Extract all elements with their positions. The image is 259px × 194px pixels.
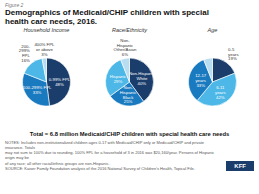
html-text:Age: Age [207, 27, 218, 34]
svg-text:Non-HispanicWhite40%: Non-HispanicWhite40% [129, 71, 156, 85]
html-text:KFF: KFF [234, 163, 246, 169]
html-text:Household Income: Household Income [23, 27, 70, 34]
svg-text:0-99% FPL48%: 0-99% FPL48% [49, 77, 71, 87]
html-text:Demographics of Medicaid/CHIP: Demographics of Medicaid/CHIP children w… [5, 8, 209, 27]
svg-text:Non-HispanicOther/Asian6%: Non-HispanicOther/Asian6% [114, 38, 137, 57]
svg-text:Non-HispanicBlack25%: Non-HispanicBlack25% [120, 85, 137, 104]
svg-text:12-17years33%: 12-17years33% [195, 73, 207, 87]
svg-text:200-299%FPL16%: 200-299%FPL16% [19, 44, 31, 63]
svg-text:400% FPLor above3%: 400% FPLor above3% [34, 42, 55, 56]
svg-text:6-11years42%: 6-11years42% [215, 85, 226, 99]
html-text:Total = 6.8 million Medicaid/C: Total = 6.8 million Medicaid/CHIP childr… [29, 131, 230, 137]
svg-text:Hispanic29%: Hispanic29% [110, 74, 127, 84]
svg-text:100-299% FPL33%: 100-299% FPL33% [23, 85, 52, 95]
html-text:Race/Ethnicity: Race/Ethnicity [111, 27, 148, 34]
svg-text:0-5years19%: 0-5years19% [228, 47, 239, 61]
html-text:NOTES: Includes non-institutio: NOTES: Includes non-institutionalized ch… [5, 139, 215, 171]
html-text:Figure 2: Figure 2 [5, 2, 24, 8]
